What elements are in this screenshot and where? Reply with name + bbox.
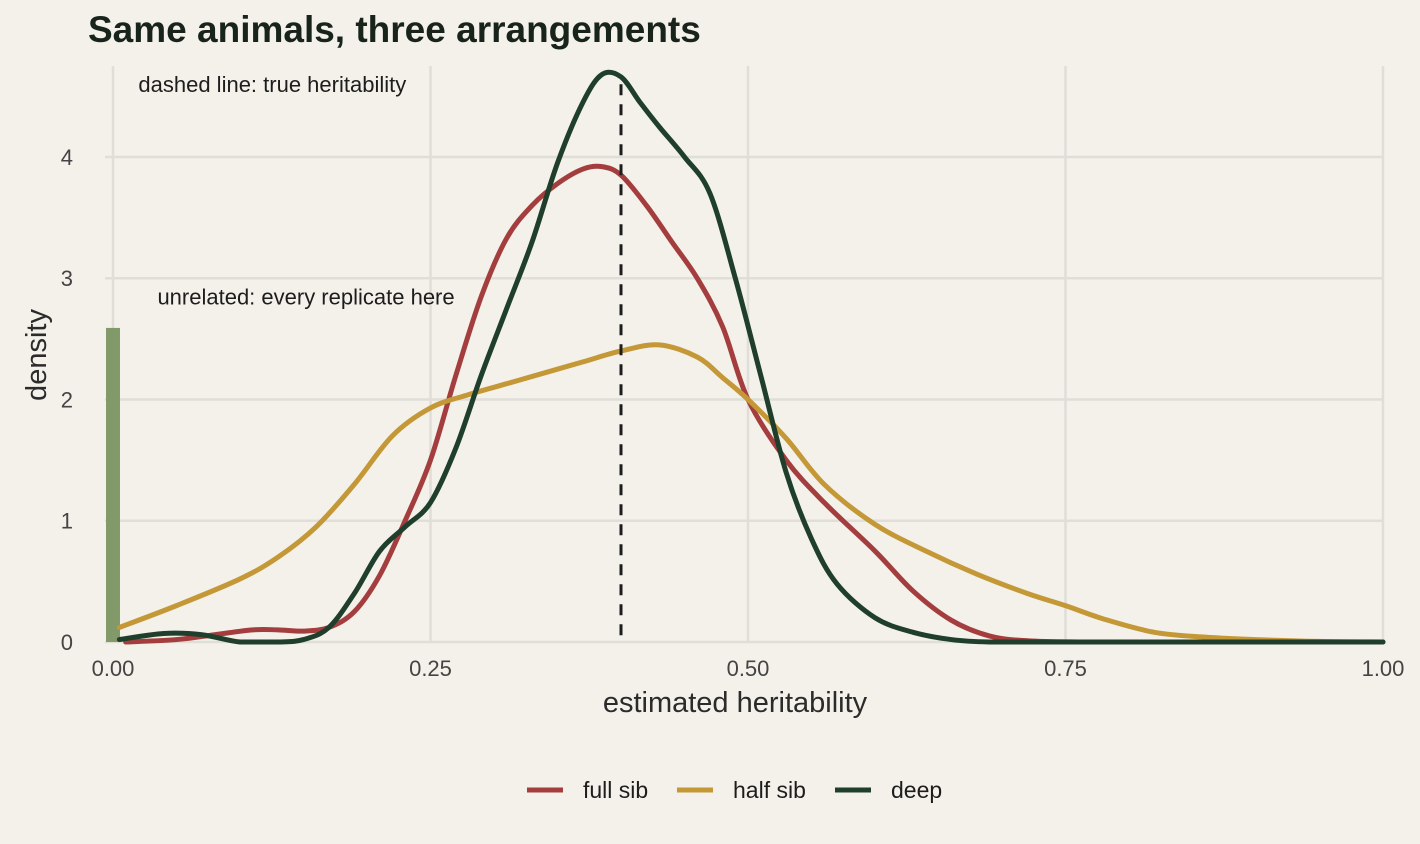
tick-labels: 0.00 0.25 0.50 0.75 1.00 0 1 2 3 4 [61, 145, 1405, 681]
y-tick-label-2: 2 [61, 387, 73, 412]
x-tick-label-2: 0.50 [727, 656, 770, 681]
density-curves [116, 69, 1386, 645]
y-tick-label-0: 0 [61, 630, 73, 655]
unrelated-bar [106, 327, 120, 642]
gridlines [105, 66, 1385, 644]
x-axis-title: estimated heritability [603, 687, 868, 719]
y-tick-label-3: 3 [61, 266, 73, 291]
y-tick-label-1: 1 [61, 509, 73, 534]
annotation-0: dashed line: true heritability [138, 72, 406, 97]
annotations: dashed line: true heritability unrelated:… [138, 72, 454, 309]
x-tick-label-4: 1.00 [1362, 656, 1405, 681]
x-tick-label-1: 0.25 [409, 656, 452, 681]
legend: full sib half sib deep [527, 777, 942, 803]
chart-title: Same animals, three arrangements [88, 9, 701, 50]
curve-half-sib [116, 342, 1386, 645]
legend-label-half-sib: half sib [733, 777, 806, 803]
x-tick-label-0: 0.00 [92, 656, 135, 681]
x-tick-label-3: 0.75 [1044, 656, 1087, 681]
annotation-1: unrelated: every replicate here [157, 284, 454, 309]
curve-deep [116, 69, 1386, 645]
unrelated-bar-group [106, 327, 120, 642]
legend-label-deep: deep [891, 777, 942, 803]
y-tick-label-4: 4 [61, 145, 73, 170]
y-axis-title: density [21, 309, 53, 401]
legend-label-full-sib: full sib [583, 777, 648, 803]
